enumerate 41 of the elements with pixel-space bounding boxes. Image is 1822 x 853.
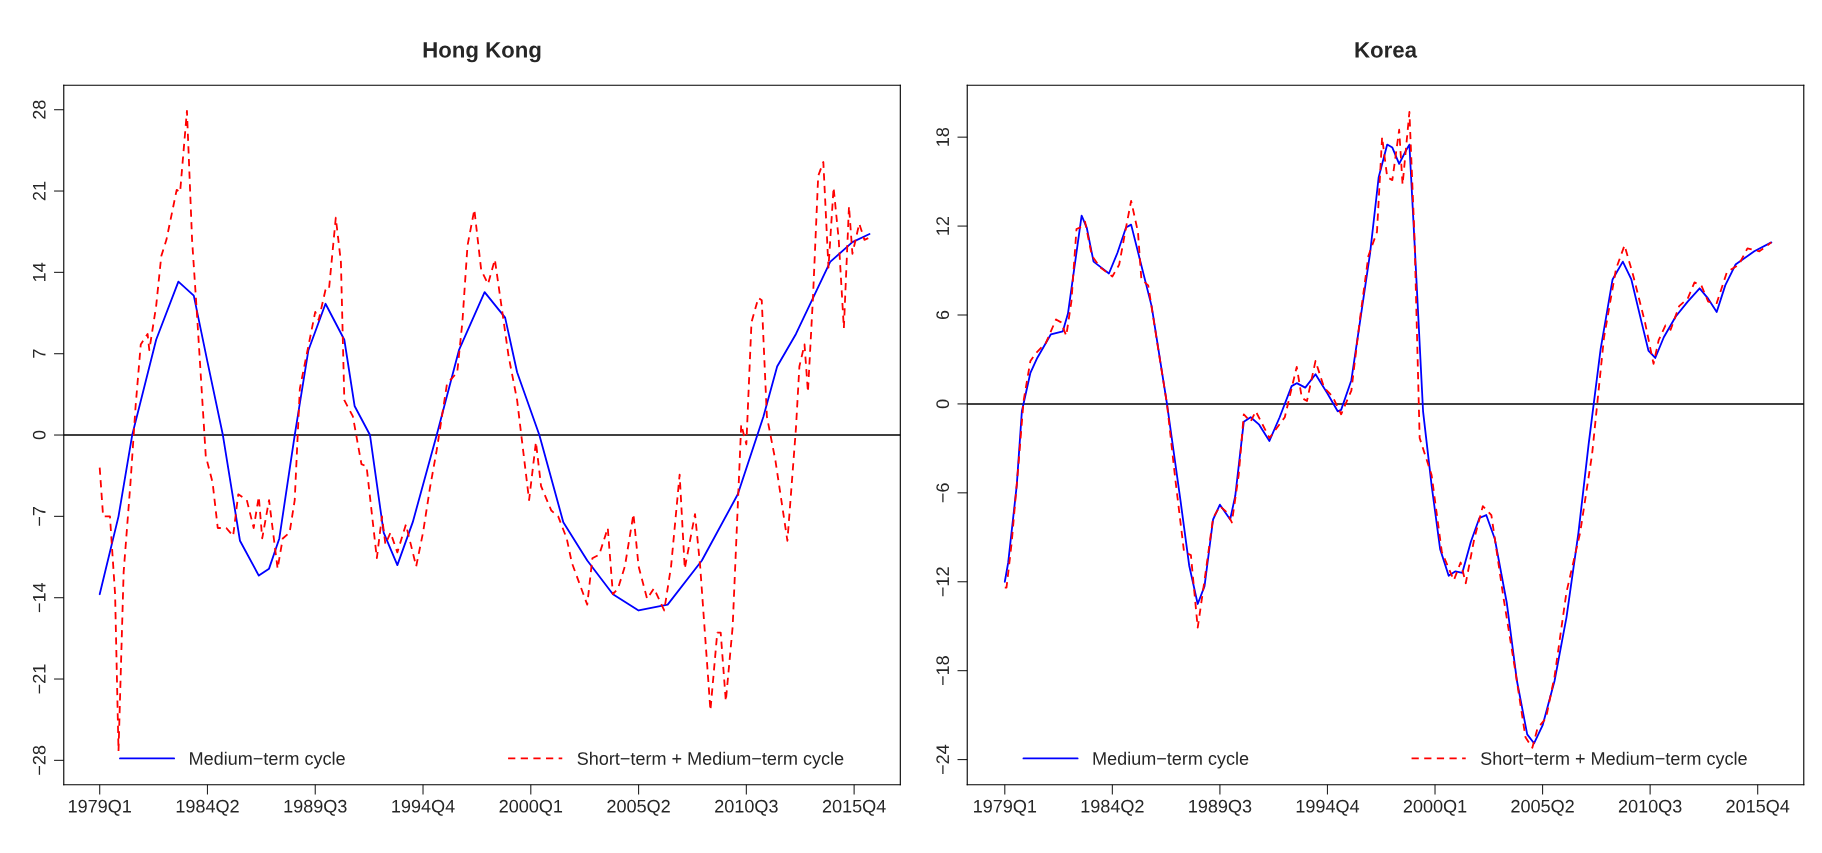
x-tick-label: 2015Q4 bbox=[1726, 799, 1790, 816]
legend-label: Short−term + Medium−term cycle bbox=[577, 751, 844, 769]
x-tick-label: 1994Q4 bbox=[392, 799, 455, 816]
x-tick-label: 2005Q2 bbox=[1511, 799, 1574, 816]
y-tick-label: 7 bbox=[33, 349, 46, 358]
y-tick-label: 0 bbox=[32, 430, 46, 440]
y-tick-label: −14 bbox=[33, 582, 46, 613]
chart-title: Hong Kong bbox=[423, 42, 541, 63]
x-tick-label: 2010Q3 bbox=[1618, 799, 1682, 816]
x-tick-label: 2005Q2 bbox=[607, 799, 670, 816]
legend-label: Medium−term cycle bbox=[1093, 751, 1249, 769]
x-tick-label: 1984Q2 bbox=[1081, 799, 1144, 816]
chart-title: Korea bbox=[1355, 42, 1418, 58]
y-tick-label: −12 bbox=[936, 567, 949, 597]
y-tick-label: 6 bbox=[936, 310, 950, 320]
y-tick-label: 28 bbox=[32, 100, 46, 119]
legend-label: Short−term + Medium−term cycle bbox=[1481, 751, 1747, 769]
y-tick-label: 18 bbox=[936, 127, 950, 146]
x-tick-label: 1979Q1 bbox=[974, 799, 1037, 816]
x-tick-label: 2000Q1 bbox=[1403, 799, 1467, 816]
line-series bbox=[98, 233, 871, 612]
x-tick-label: 1979Q1 bbox=[68, 799, 131, 816]
y-tick-label: 0 bbox=[936, 399, 950, 409]
y-tick-label: −7 bbox=[33, 506, 46, 526]
x-tick-label: 1994Q4 bbox=[1296, 799, 1360, 816]
y-tick-label: −28 bbox=[32, 745, 46, 775]
y-tick-label: 14 bbox=[33, 262, 46, 282]
x-tick-label: 2000Q1 bbox=[499, 799, 563, 816]
legend-label: Medium−term cycle bbox=[190, 751, 345, 769]
x-tick-label: 1984Q2 bbox=[176, 799, 239, 816]
y-tick-label: −21 bbox=[32, 664, 46, 694]
y-tick-label: −18 bbox=[936, 656, 950, 686]
y-tick-label: 12 bbox=[936, 216, 949, 235]
y-tick-label: −24 bbox=[936, 744, 949, 774]
x-tick-label: 2015Q4 bbox=[822, 799, 886, 816]
line-series bbox=[98, 109, 871, 752]
x-tick-label: 1989Q3 bbox=[1189, 799, 1252, 816]
x-tick-label: 1989Q3 bbox=[284, 799, 347, 816]
y-tick-label: −6 bbox=[936, 483, 950, 503]
y-tick-label: 21 bbox=[32, 181, 46, 201]
x-tick-label: 2010Q3 bbox=[715, 799, 778, 816]
